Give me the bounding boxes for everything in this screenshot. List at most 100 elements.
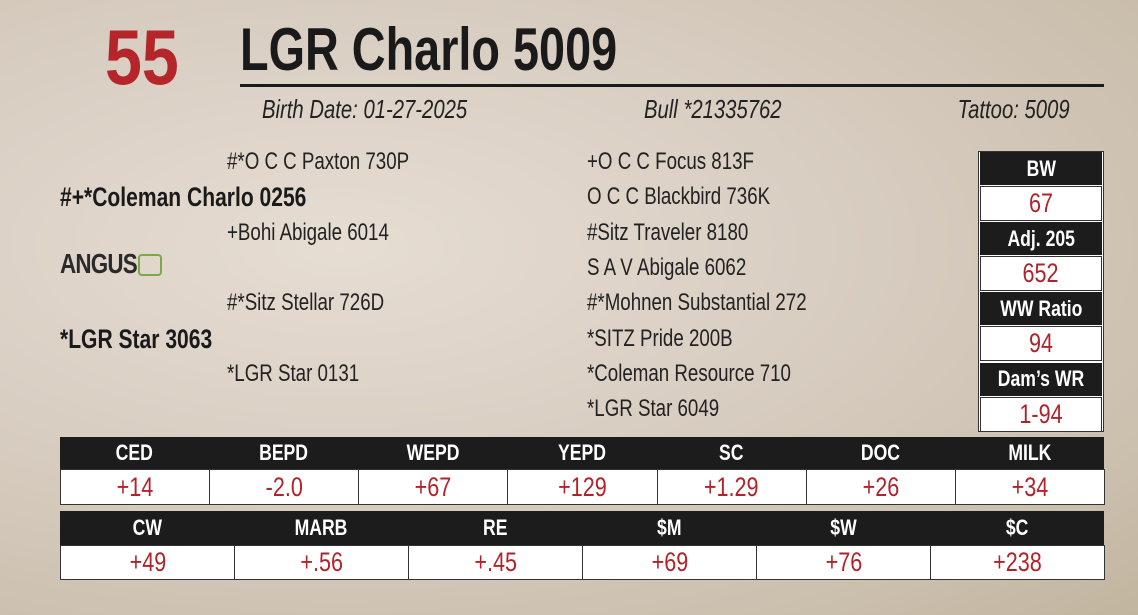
tattoo: Tattoo: 5009 bbox=[926, 96, 1070, 122]
great-grandparent: +O C C Focus 813F bbox=[587, 150, 801, 174]
performance-label-text: BW bbox=[1026, 155, 1056, 181]
lot-number-text: 55 bbox=[105, 13, 179, 101]
epd-value: +69 bbox=[582, 545, 757, 580]
registration-text: Bull *21335762 bbox=[644, 94, 782, 124]
performance-value: 67 bbox=[980, 186, 1102, 221]
great-grandparent-text: *LGR Star 6049 bbox=[587, 395, 720, 423]
epd-value-text: +.56 bbox=[300, 547, 343, 577]
epd-label: CED bbox=[60, 437, 210, 469]
epd-label-text: SC bbox=[718, 440, 744, 465]
epd-label: YEPD bbox=[507, 437, 657, 469]
grandparent-text: #*Sitz Stellar 726D bbox=[227, 289, 385, 317]
epd-value-text: +67 bbox=[415, 471, 452, 502]
epd-label: $C bbox=[930, 511, 1104, 545]
great-grandparent-text: +O C C Focus 813F bbox=[587, 148, 754, 175]
epd-label: SC bbox=[656, 437, 806, 469]
epd-value: +26 bbox=[805, 469, 956, 505]
performance-value-text: 652 bbox=[1022, 258, 1060, 289]
epd-value: +.45 bbox=[408, 545, 583, 580]
epd-value: +49 bbox=[60, 545, 235, 580]
registration: Bull *21335762 bbox=[644, 96, 820, 122]
logo-mark bbox=[138, 254, 162, 276]
epd-label-text: YEPD bbox=[558, 440, 606, 465]
logo-text: ANGUS bbox=[60, 248, 138, 279]
grandparent: #*Sitz Stellar 726D bbox=[227, 291, 428, 315]
epd-label: $W bbox=[756, 511, 930, 545]
logo: ANGUS bbox=[60, 250, 156, 278]
great-grandparent-text: *SITZ Pride 200B bbox=[587, 324, 733, 352]
epd-label-text: DOC bbox=[860, 440, 900, 465]
great-grandparent: *Coleman Resource 710 bbox=[587, 359, 848, 387]
epd-value-text: +.45 bbox=[474, 547, 517, 577]
performance-label: BW bbox=[980, 152, 1102, 185]
great-grandparent: *SITZ Pride 200B bbox=[587, 324, 774, 352]
grandparent-text: #*O C C Paxton 730P bbox=[227, 148, 410, 175]
performance-value: 652 bbox=[980, 256, 1102, 292]
epd-label-text: CED bbox=[115, 440, 154, 465]
grandparent-text: +Bohi Abigale 6014 bbox=[227, 218, 389, 246]
great-grandparent: O C C Blackbird 736K bbox=[587, 185, 822, 209]
epd-value: +1.29 bbox=[656, 469, 807, 505]
tattoo-text: Tattoo: 5009 bbox=[957, 94, 1070, 124]
epd-label: DOC bbox=[805, 437, 955, 469]
epd-value-text: +49 bbox=[129, 547, 166, 577]
epd-value: +34 bbox=[954, 469, 1105, 505]
performance-label: Dam’s WR bbox=[980, 362, 1102, 396]
great-grandparent-text: S A V Abigale 6062 bbox=[587, 253, 747, 281]
birth-date-text: Birth Date: 01-27-2025 bbox=[262, 94, 468, 124]
performance-value-text: 94 bbox=[1028, 328, 1054, 359]
epd-value: +238 bbox=[930, 545, 1105, 580]
parent-text: *LGR Star 3063 bbox=[60, 323, 213, 354]
epd-value-text: +69 bbox=[651, 547, 688, 577]
great-grandparent-text: *Coleman Resource 710 bbox=[587, 359, 791, 387]
epd-label-text: $M bbox=[656, 515, 682, 540]
epd-label-text: BEPD bbox=[259, 440, 309, 465]
great-grandparent-text: #Sitz Traveler 8180 bbox=[587, 218, 749, 246]
epd-value: +.56 bbox=[234, 545, 409, 580]
epd-label: BEPD bbox=[209, 437, 359, 469]
epd-label-text: MILK bbox=[1007, 440, 1051, 465]
epd-label-text: MARB bbox=[294, 515, 348, 540]
great-grandparent-text: O C C Blackbird 736K bbox=[587, 183, 771, 211]
epd-value-text: +76 bbox=[825, 547, 862, 577]
great-grandparent: #Sitz Traveler 8180 bbox=[587, 218, 794, 246]
epd-value-text: +34 bbox=[1011, 471, 1049, 502]
epd-value-text: +1.29 bbox=[704, 471, 759, 502]
epd-label-text: $C bbox=[1005, 515, 1029, 540]
epd-label: $M bbox=[582, 511, 756, 545]
great-grandparent: *LGR Star 6049 bbox=[587, 397, 756, 421]
animal-name-text: LGR Charlo 5009 bbox=[240, 16, 618, 83]
performance-label-text: WW Ratio bbox=[999, 295, 1083, 321]
epd-label: WEPD bbox=[358, 437, 508, 469]
epd-value-text: +26 bbox=[862, 471, 900, 502]
epd-label-text: RE bbox=[482, 515, 508, 540]
animal-name: LGR Charlo 5009 bbox=[240, 20, 724, 80]
great-grandparent-text: #*Mohnen Substantial 272 bbox=[587, 289, 807, 317]
parent: #+*Coleman Charlo 0256 bbox=[60, 184, 376, 211]
parent: *LGR Star 3063 bbox=[60, 323, 255, 354]
grandparent: #*O C C Paxton 730P bbox=[227, 150, 460, 174]
epd-label: MARB bbox=[234, 511, 408, 545]
epd-value-text: +238 bbox=[993, 547, 1042, 577]
performance-label: Adj. 205 bbox=[980, 222, 1102, 256]
epd-value: -2.0 bbox=[209, 469, 360, 505]
grandparent: +Bohi Abigale 6014 bbox=[227, 218, 435, 246]
lot-number: 55 bbox=[105, 18, 192, 96]
epd-value: +76 bbox=[756, 545, 931, 580]
performance-value: 1-94 bbox=[980, 396, 1102, 432]
epd-value-text: +14 bbox=[116, 471, 154, 502]
grandparent-text: *LGR Star 0131 bbox=[227, 359, 360, 387]
epd-value-text: +129 bbox=[558, 471, 607, 502]
title-rule bbox=[240, 84, 1104, 87]
parent-text: #+*Coleman Charlo 0256 bbox=[60, 182, 307, 213]
great-grandparent: #*Mohnen Substantial 272 bbox=[587, 291, 869, 315]
performance-value: 94 bbox=[980, 326, 1102, 362]
performance-label-text: Dam’s WR bbox=[997, 366, 1085, 392]
birth-date: Birth Date: 01-27-2025 bbox=[262, 96, 525, 122]
epd-value-text: -2.0 bbox=[265, 471, 303, 502]
epd-value: +129 bbox=[507, 469, 658, 505]
epd-value: +14 bbox=[60, 469, 211, 505]
epd-label-text: CW bbox=[132, 515, 162, 540]
epd-label-text: $W bbox=[829, 515, 857, 540]
grandparent: *LGR Star 0131 bbox=[227, 359, 396, 387]
